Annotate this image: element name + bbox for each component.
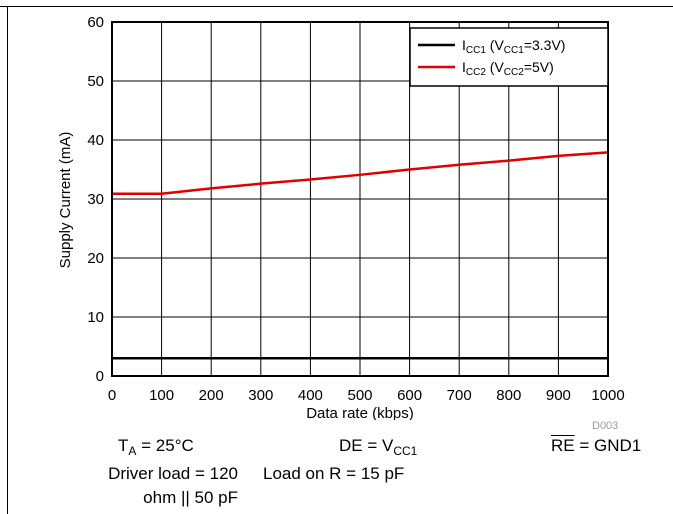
y-tick-labels: 0 10 20 30 40 50 60 bbox=[87, 14, 104, 385]
driver-load-line2: ohm || 50 pF bbox=[143, 488, 238, 507]
legend-label-1: ICC1 (VCC1=3.3V) bbox=[462, 37, 565, 56]
y-tick-label: 10 bbox=[87, 309, 104, 326]
x-tick-label: 0 bbox=[108, 387, 116, 404]
x-tick-label: 200 bbox=[199, 387, 224, 404]
x-tick-label: 600 bbox=[397, 387, 422, 404]
ta-tail: = 25°C bbox=[136, 436, 194, 455]
y-tick-label: 60 bbox=[87, 14, 104, 31]
legend-label-2: ICC2 (VCC2=5V) bbox=[462, 59, 554, 78]
y-axis-label: Supply Current (mA) bbox=[57, 132, 74, 269]
x-tick-label: 900 bbox=[546, 387, 571, 404]
series-lines bbox=[112, 151, 609, 360]
frame-left-border bbox=[7, 6, 8, 514]
x-tick-labels: 0 100 200 300 400 500 600 700 800 900 1000 bbox=[108, 387, 625, 404]
x-tick-label: 300 bbox=[248, 387, 273, 404]
supply-current-chart: 0 100 200 300 400 500 600 700 800 900 1000 0 10 20 30… bbox=[57, 14, 625, 420]
figure-id: D003 bbox=[592, 420, 618, 432]
y-tick-label: 0 bbox=[96, 368, 104, 385]
series-line-2 bbox=[112, 151, 609, 195]
y-tick-label: 20 bbox=[87, 250, 104, 267]
driver-load-line1: Driver load = 120 bbox=[108, 464, 238, 483]
x-tick-label: 400 bbox=[298, 387, 323, 404]
ta-sub: A bbox=[128, 444, 137, 458]
x-tick-label: 1000 bbox=[591, 387, 624, 404]
x-tick-label: 100 bbox=[149, 387, 174, 404]
de-sub: CC1 bbox=[393, 444, 418, 458]
y-tick-label: 50 bbox=[87, 73, 104, 90]
x-axis-label: Data rate (kbps) bbox=[306, 405, 414, 420]
receiver-enable-note: RE = GND1 bbox=[551, 436, 641, 456]
frame-top-border bbox=[0, 6, 673, 7]
x-tick-label: 800 bbox=[496, 387, 521, 404]
receiver-load-note: Load on R = 15 pF bbox=[263, 464, 404, 484]
re-bar: RE bbox=[551, 436, 575, 455]
y-tick-label: 40 bbox=[87, 132, 104, 149]
x-tick-label: 500 bbox=[347, 387, 372, 404]
legend: ICC1 (VCC1=3.3V) ICC2 (VCC2=5V) bbox=[409, 27, 609, 87]
y-tick-label: 30 bbox=[87, 191, 104, 208]
figure-id-text: D003 bbox=[592, 420, 619, 432]
driver-enable-note: DE = VCC1 bbox=[339, 436, 417, 458]
driver-load-note: Driver load = 120 ohm || 50 pF bbox=[62, 464, 238, 508]
ta-main: T bbox=[118, 436, 129, 455]
x-tick-label: 700 bbox=[447, 387, 472, 404]
legend-box bbox=[409, 27, 609, 87]
de-main: DE = V bbox=[339, 436, 394, 455]
load-on-r: Load on R = 15 pF bbox=[263, 464, 405, 483]
re-tail: = GND1 bbox=[574, 436, 642, 455]
plot-border bbox=[111, 21, 609, 377]
grid-lines bbox=[112, 22, 608, 376]
ambient-temperature-note: TA = 25°C bbox=[118, 436, 194, 458]
